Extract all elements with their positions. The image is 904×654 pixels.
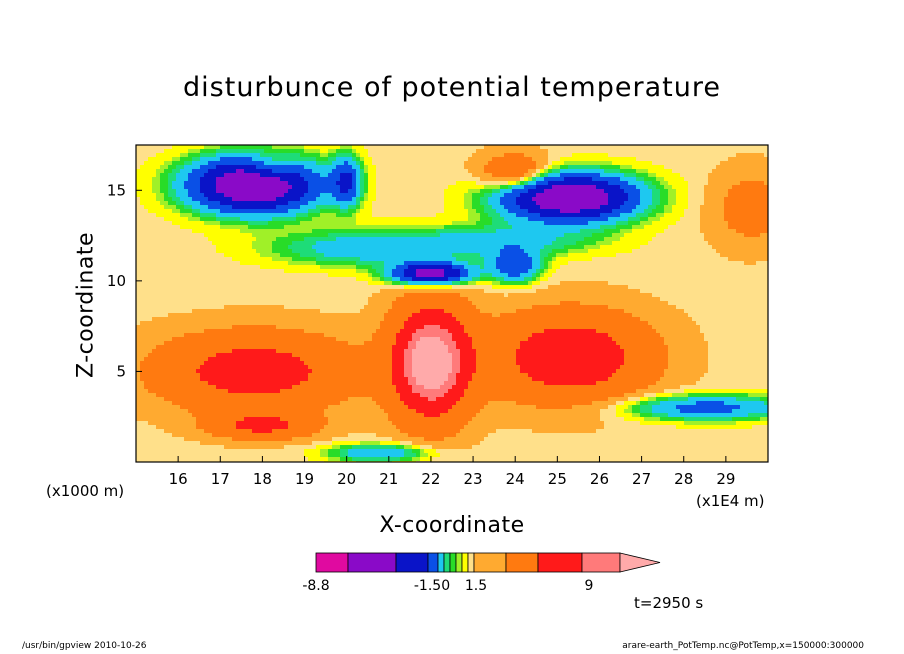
colorbar-segment bbox=[443, 552, 451, 573]
colorbar-segment bbox=[467, 552, 475, 573]
x-tick-label: 21 bbox=[379, 470, 398, 488]
colorbar-segment bbox=[347, 552, 397, 573]
contour-field bbox=[136, 145, 768, 462]
time-label: t=2950 s bbox=[634, 594, 704, 612]
x-tick-label: 23 bbox=[464, 470, 483, 488]
colorbar-segment bbox=[427, 552, 439, 573]
x-tick-label: 22 bbox=[421, 470, 440, 488]
colorbar-segment bbox=[461, 552, 469, 573]
colorbar-segment bbox=[315, 552, 349, 573]
colorbar-segment bbox=[581, 552, 621, 573]
colorbar: -8.8 -1.50 1.5 9 bbox=[302, 552, 661, 594]
x-tick-label: 20 bbox=[337, 470, 356, 488]
colorbar-segment bbox=[473, 552, 507, 573]
footer-left: /usr/bin/gpview 2010-10-26 bbox=[22, 641, 147, 651]
chart-title: disturbunce of potential temperature bbox=[183, 72, 721, 103]
x-tick-label: 26 bbox=[590, 470, 609, 488]
y-tick-label: 15 bbox=[107, 181, 126, 199]
x-tick-label: 16 bbox=[169, 470, 188, 488]
colorbar-segment bbox=[537, 552, 583, 573]
colorbar-segment bbox=[455, 552, 463, 573]
x-tick-label: 28 bbox=[674, 470, 693, 488]
plot-frame bbox=[135, 144, 769, 463]
x-tick-label: 29 bbox=[716, 470, 735, 488]
x-axis-label: X-coordinate bbox=[379, 513, 525, 538]
x-tick-label: 19 bbox=[295, 470, 314, 488]
colorbar-segment bbox=[437, 552, 445, 573]
colorbar-extension-arrow bbox=[619, 552, 661, 573]
x-tick-label: 25 bbox=[548, 470, 567, 488]
x-tick-label: 18 bbox=[253, 470, 272, 488]
colorbar-segment bbox=[505, 552, 539, 573]
x-tick-label: 24 bbox=[506, 470, 525, 488]
colorbar-segment bbox=[449, 552, 457, 573]
x-unit-right: (x1E4 m) bbox=[696, 492, 765, 510]
x-unit-left: (x1000 m) bbox=[46, 482, 125, 500]
x-tick-label: 27 bbox=[632, 470, 651, 488]
colorbar-segment bbox=[395, 552, 429, 573]
colorbar-label: 9 bbox=[585, 578, 594, 594]
x-tick-label: 17 bbox=[211, 470, 230, 488]
colorbar-label: -1.50 bbox=[414, 578, 450, 594]
colorbar-label: 1.5 bbox=[465, 578, 487, 594]
y-tick-label: 10 bbox=[107, 272, 126, 290]
y-axis: 5 10 15 bbox=[107, 181, 142, 380]
footer-right: arare-earth_PotTemp.nc@PotTemp,x=150000:… bbox=[622, 641, 864, 651]
x-axis: 16 17 18 19 20 21 22 23 24 25 26 27 28 29 bbox=[169, 456, 735, 488]
colorbar-label: -8.8 bbox=[302, 578, 329, 594]
y-axis-label: Z-coordinate bbox=[73, 232, 99, 378]
y-tick-label: 5 bbox=[116, 362, 126, 380]
